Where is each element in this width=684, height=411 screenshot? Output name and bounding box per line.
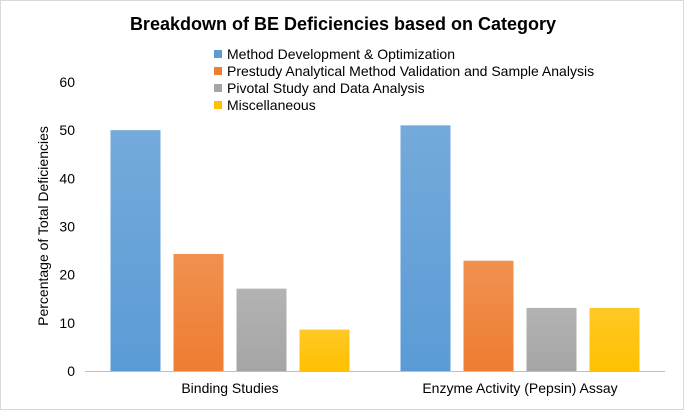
bar-binding-studies-series-1 [173, 253, 224, 371]
x-tick-label: Binding Studies [181, 380, 278, 396]
legend-entry: Pivotal Study and Data Analysis [227, 80, 425, 96]
legend-swatch [214, 84, 222, 92]
chart-title: Breakdown of BE Deficiencies based on Ca… [130, 14, 556, 34]
bar-enzyme-activity-pepsin-assay-series-2 [526, 307, 577, 371]
y-tick-label: 60 [59, 74, 75, 90]
y-tick-label: 30 [59, 219, 75, 235]
bar-enzyme-activity-pepsin-assay-series-1 [463, 260, 514, 371]
y-tick-label: 20 [59, 267, 75, 283]
bar-binding-studies-series-3 [299, 329, 350, 371]
bar-binding-studies-series-0 [110, 130, 161, 371]
legend: Method Development & OptimizationPrestud… [214, 46, 594, 113]
bar-binding-studies-series-2 [236, 288, 287, 371]
y-axis-label: Percentage of Total Deficiencies [35, 126, 51, 326]
legend-entry: Prestudy Analytical Method Validation an… [227, 63, 594, 79]
legend-entry: Miscellaneous [227, 97, 316, 113]
bar-enzyme-activity-pepsin-assay-series-3 [589, 307, 640, 371]
x-tick-label: Enzyme Activity (Pepsin) Assay [422, 380, 617, 396]
y-axis-ticks: 0 10 20 30 40 50 60 [59, 74, 75, 379]
y-tick-label: 40 [59, 170, 75, 186]
legend-entry: Method Development & Optimization [227, 46, 455, 62]
y-tick-label: 10 [59, 315, 75, 331]
y-tick-label: 50 [59, 122, 75, 138]
legend-swatch [214, 101, 222, 109]
y-tick-label: 0 [67, 363, 75, 379]
bar-enzyme-activity-pepsin-assay-series-0 [400, 125, 451, 371]
legend-swatch [214, 67, 222, 75]
bars [110, 125, 640, 371]
x-axis-ticks: Binding Studies Enzyme Activity (Pepsin) … [181, 380, 617, 396]
legend-swatch [214, 50, 222, 58]
